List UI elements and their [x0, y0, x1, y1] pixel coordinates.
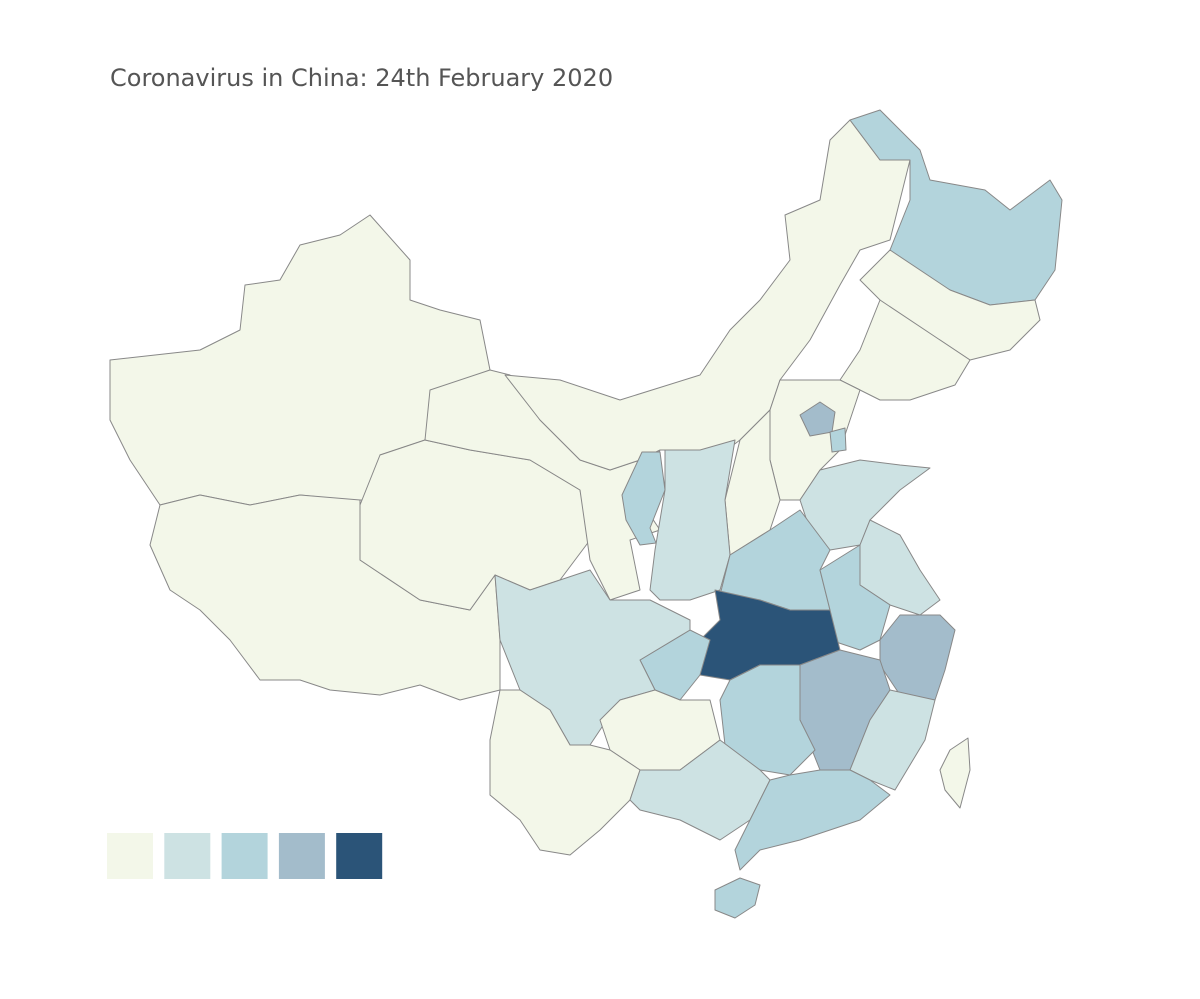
region — [829, 427, 847, 453]
legend-swatch — [221, 833, 268, 879]
legend-swatch — [278, 833, 325, 879]
legend-swatch — [336, 833, 383, 879]
title: Coronavirus in China: 24th February 2020 — [110, 64, 613, 92]
region — [649, 439, 736, 601]
region — [734, 769, 891, 871]
region — [939, 737, 971, 809]
region — [719, 664, 816, 776]
region — [149, 494, 501, 701]
region — [839, 299, 971, 401]
region — [799, 401, 836, 437]
region — [714, 877, 761, 919]
legend — [107, 833, 383, 879]
provinces — [109, 109, 1063, 919]
legend-swatch — [107, 833, 153, 879]
region — [859, 249, 1041, 361]
legend-swatch — [164, 833, 211, 879]
region — [879, 614, 956, 701]
region — [849, 109, 1063, 306]
region — [621, 451, 666, 546]
